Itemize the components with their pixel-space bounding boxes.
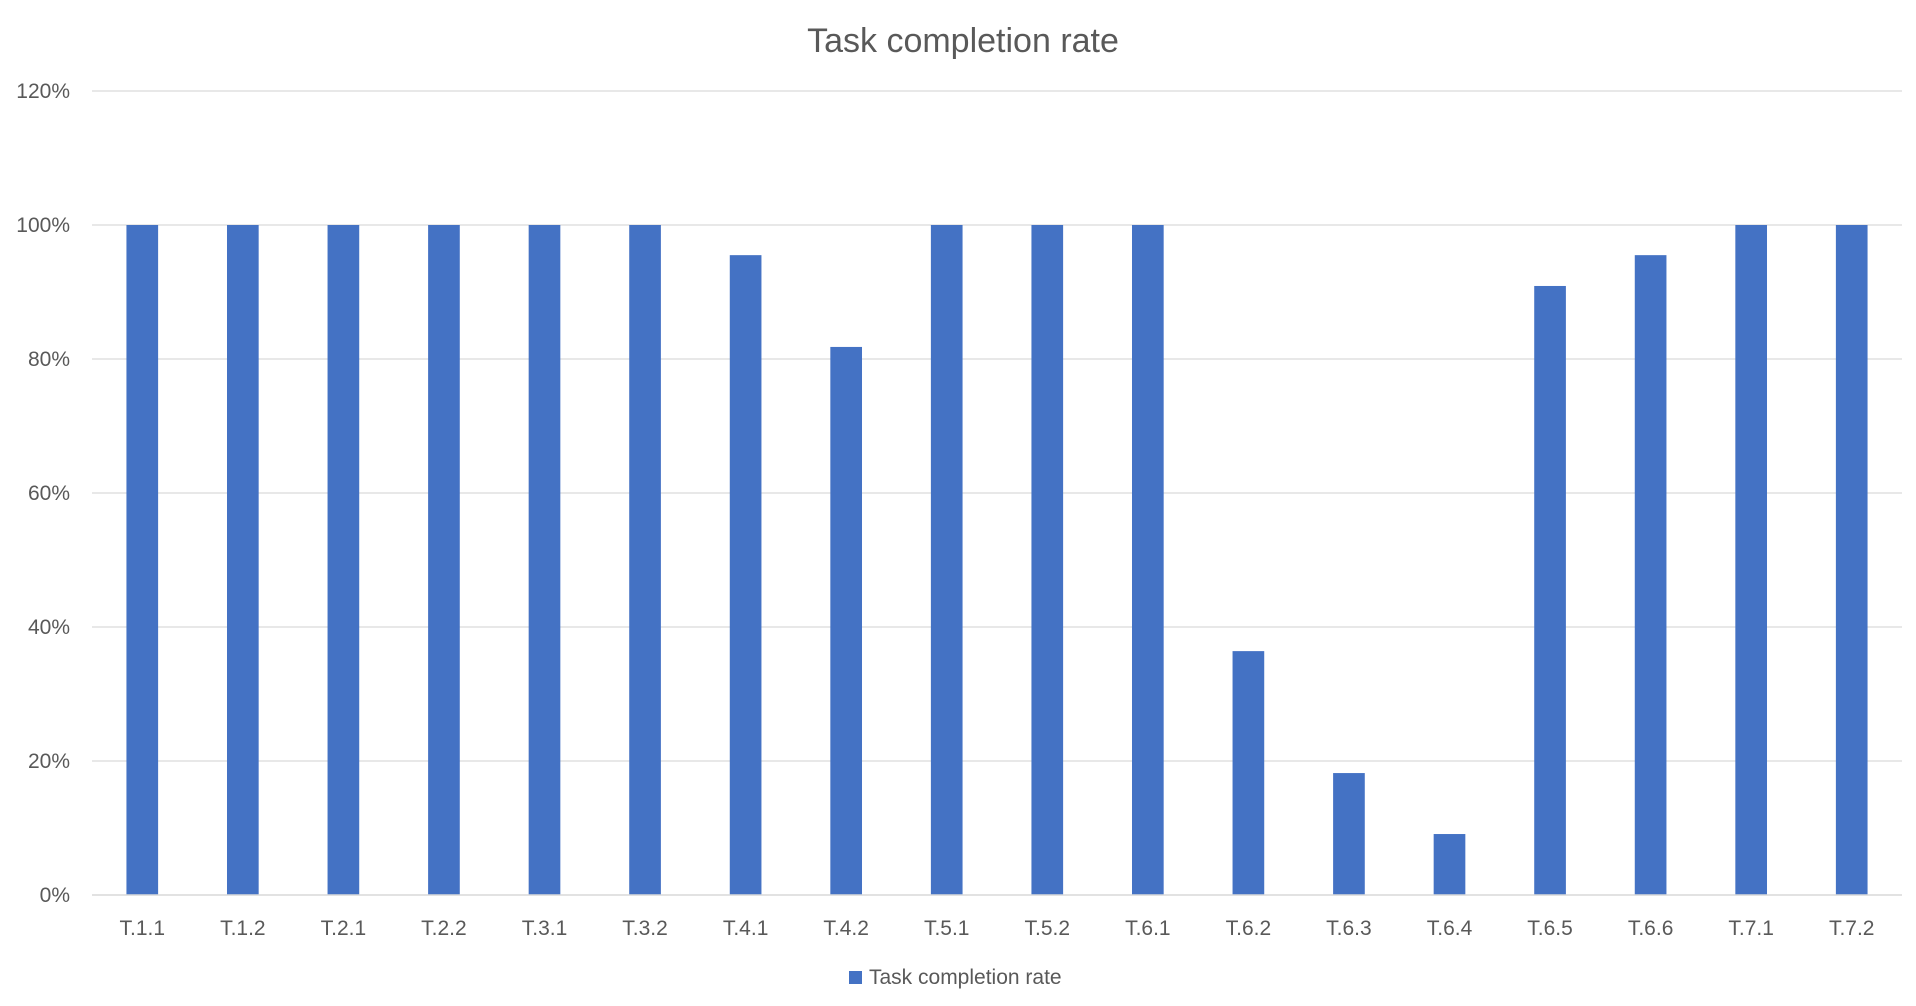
bar <box>1031 225 1064 895</box>
bar <box>629 225 661 895</box>
x-tick-label: T.1.2 <box>220 917 266 940</box>
legend-label: Task completion rate <box>869 966 1062 989</box>
y-tick-label: 0% <box>40 884 70 907</box>
legend: Task completion rate <box>849 966 1062 989</box>
bar <box>830 346 863 895</box>
x-tick-label: T.6.3 <box>1326 917 1372 940</box>
x-tick-label: T.4.1 <box>723 917 769 940</box>
bar <box>1131 225 1164 895</box>
bar <box>930 225 963 895</box>
y-tick-label: 100% <box>16 214 70 237</box>
y-tick-label: 120% <box>16 80 70 103</box>
x-tick-label: T.3.1 <box>522 917 568 940</box>
y-tick-label: 40% <box>28 616 70 639</box>
x-tick-label: T.6.5 <box>1527 917 1573 940</box>
x-tick-label: T.6.4 <box>1427 917 1473 940</box>
y-tick-label: 20% <box>28 750 70 773</box>
x-tick-label: T.1.1 <box>120 917 166 940</box>
y-tick-label: 80% <box>28 348 70 371</box>
bar <box>126 225 159 895</box>
bar <box>1433 834 1466 895</box>
bar <box>1634 255 1667 895</box>
x-tick-label: T.5.1 <box>924 917 970 940</box>
bars <box>126 225 1868 896</box>
bar <box>1232 651 1265 895</box>
x-tick-label: T.3.2 <box>622 917 668 940</box>
gridlines <box>92 90 1902 762</box>
x-tick-label: T.2.2 <box>421 917 467 940</box>
y-tick-label: 60% <box>28 482 70 505</box>
x-tick-label: T.4.2 <box>823 917 869 940</box>
bar <box>1735 225 1768 895</box>
x-tick-label: T.6.1 <box>1125 917 1171 940</box>
x-tick-label: T.6.2 <box>1226 917 1272 940</box>
x-tick-label: T.5.2 <box>1025 917 1071 940</box>
chart-title: Task completion rate <box>807 22 1119 60</box>
x-tick-label: T.6.6 <box>1628 917 1674 940</box>
bar <box>428 225 460 895</box>
y-axis-tick-labels: 0% 20% 40% 60% 80% 100% 120% <box>16 80 70 907</box>
bar <box>528 225 561 895</box>
x-tick-label: T.7.1 <box>1728 917 1774 940</box>
bar <box>327 225 360 895</box>
x-tick-label: T.2.1 <box>321 917 367 940</box>
bar <box>729 255 762 895</box>
bar <box>1333 773 1365 895</box>
legend-swatch <box>849 971 862 984</box>
bar <box>226 225 259 895</box>
x-tick-label: T.7.2 <box>1829 917 1875 940</box>
bar <box>1835 225 1868 895</box>
bar <box>1534 285 1566 896</box>
x-axis-tick-labels: T.1.1 T.1.2 T.2.1 T.2.2 T.3.1 T.3.2 T.4.1 T.4.2… <box>120 917 1875 940</box>
